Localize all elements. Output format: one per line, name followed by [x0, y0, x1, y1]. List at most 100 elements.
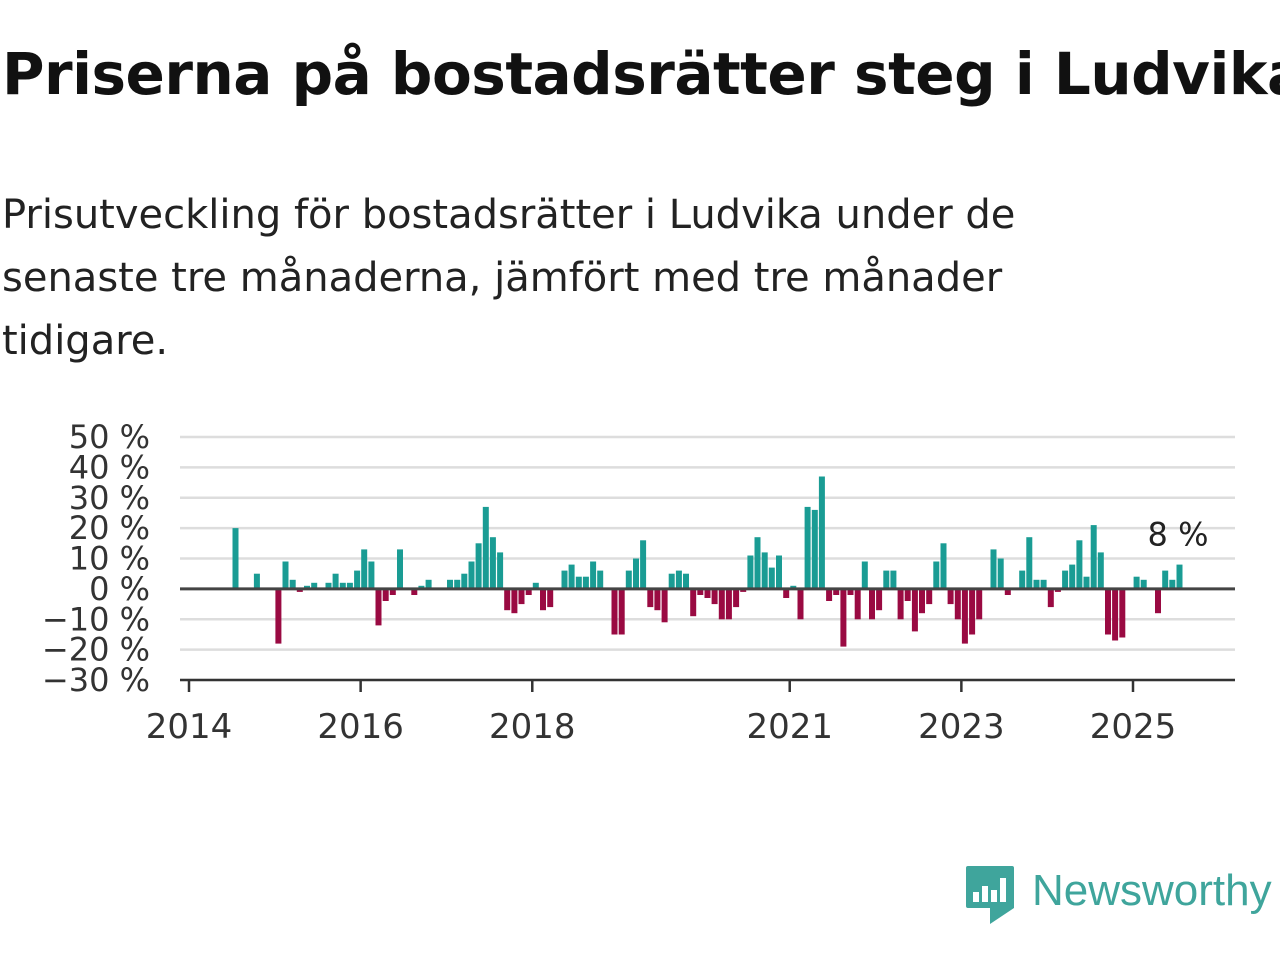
bar: [683, 573, 689, 589]
bar: [1140, 579, 1147, 589]
bar: [411, 588, 418, 595]
bar: [640, 540, 647, 589]
bar: [397, 549, 403, 589]
y-tick-label: 20 %: [69, 509, 150, 547]
bar: [418, 585, 425, 589]
newsworthy-logo-text: Newsworthy: [1032, 866, 1272, 915]
bar: [740, 588, 747, 592]
bar: [690, 588, 697, 617]
bar: [461, 573, 468, 589]
bar: [668, 573, 675, 589]
bar: [504, 588, 511, 611]
bar: [1026, 537, 1033, 589]
bar: [747, 555, 754, 589]
bar: [954, 588, 961, 620]
bar: [597, 570, 604, 589]
last-value-label: 8 %: [1148, 516, 1209, 554]
y-tick-label: −30 %: [42, 661, 150, 699]
bar: [389, 588, 396, 595]
x-axis: 2014 2016 2018 2021 2023 2025: [146, 587, 1235, 747]
bar: [926, 588, 933, 605]
bar: [332, 573, 339, 589]
bar: [1062, 570, 1069, 589]
bar: [1133, 576, 1140, 589]
bar: [311, 582, 318, 589]
bar: [575, 576, 582, 589]
bar: [253, 573, 260, 589]
bar: [1162, 570, 1169, 589]
bar: [1054, 588, 1061, 592]
bar: [718, 588, 725, 620]
bar: [304, 585, 310, 589]
bar: [232, 528, 239, 589]
bar: [697, 588, 704, 595]
bar: [590, 561, 597, 589]
bar: [447, 579, 453, 589]
chart-title: Priserna på bostadsrätter steg i Ludvika: [2, 40, 1280, 108]
y-tick-label: 30 %: [69, 479, 150, 517]
bar: [783, 588, 790, 598]
bar: [733, 588, 740, 608]
bar: [890, 570, 897, 589]
bar: [1004, 588, 1011, 595]
bar: [854, 588, 861, 620]
bar: [754, 537, 761, 589]
bar: [675, 570, 682, 589]
x-tick-label: 2023: [918, 707, 1005, 747]
bar: [711, 588, 718, 605]
bar: [904, 588, 911, 601]
bar: [1105, 588, 1111, 635]
bar: [933, 561, 940, 589]
bar: [618, 588, 625, 635]
bar: [647, 588, 654, 608]
y-axis-ticks: 50 %40 %30 %20 %10 %0 %−10 %−20 %−30 %: [42, 418, 150, 699]
bar: [1176, 564, 1183, 589]
bar: [282, 561, 289, 589]
bar: [296, 588, 303, 592]
grid-lines: [180, 435, 1235, 682]
annotations: 8 %: [1148, 516, 1209, 554]
bar: [547, 588, 554, 608]
bar: [811, 509, 818, 589]
bar: [654, 588, 661, 611]
bar: [375, 588, 382, 626]
bar: [847, 588, 854, 595]
bar: [561, 570, 568, 589]
bar: [475, 543, 482, 589]
bar: [1083, 576, 1090, 589]
bar: [725, 588, 732, 620]
bar: [804, 506, 811, 589]
bar: [1069, 564, 1076, 589]
bar: [289, 579, 296, 589]
bar: [489, 537, 496, 589]
bar: [518, 588, 525, 605]
bar: [768, 567, 775, 589]
bar: [826, 588, 833, 601]
newsworthy-logo[interactable]: Newsworthy: [964, 864, 1276, 928]
bar: [425, 579, 432, 589]
chart-subtitle: Prisutveckling för bostadsrätter i Ludvi…: [2, 192, 1016, 364]
bar: [275, 588, 282, 644]
bar: [940, 543, 947, 589]
bar: [861, 561, 868, 589]
bar: [511, 588, 518, 614]
y-tick-label: 0 %: [89, 570, 150, 608]
bar: [990, 549, 997, 589]
bar: [790, 585, 797, 589]
bar: [346, 582, 353, 589]
bar: [1097, 552, 1104, 589]
bar: [897, 588, 904, 620]
bars: [232, 476, 1183, 647]
bar: [919, 588, 925, 614]
y-tick-label: −20 %: [42, 631, 150, 669]
bar: [997, 558, 1004, 589]
y-tick-label: 10 %: [69, 540, 150, 578]
x-tick-label: 2014: [146, 707, 233, 747]
bar: [1119, 588, 1126, 638]
bar: [354, 570, 361, 589]
bar: [368, 561, 375, 589]
bar: [582, 576, 589, 589]
y-tick-label: 50 %: [69, 418, 150, 456]
bar: [325, 582, 332, 589]
